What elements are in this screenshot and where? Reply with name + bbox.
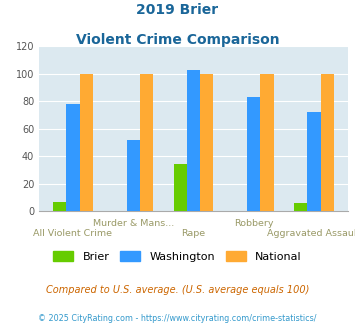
Bar [53,202,66,211]
Text: © 2025 CityRating.com - https://www.cityrating.com/crime-statistics/: © 2025 CityRating.com - https://www.city… [38,314,317,323]
Text: All Violent Crime: All Violent Crime [33,229,113,238]
Bar [294,203,307,211]
Bar [66,104,80,211]
Text: Rape: Rape [181,229,206,238]
Text: Violent Crime Comparison: Violent Crime Comparison [76,33,279,47]
Bar [260,74,274,211]
Bar [321,74,334,211]
Bar [140,74,153,211]
Bar [187,70,200,211]
Bar [174,164,187,211]
Bar [307,112,321,211]
Text: Aggravated Assault: Aggravated Assault [267,229,355,238]
Legend: Brier, Washington, National: Brier, Washington, National [50,248,305,266]
Text: 2019 Brier: 2019 Brier [136,3,219,17]
Text: Murder & Mans...: Murder & Mans... [93,219,174,228]
Bar [80,74,93,211]
Bar [247,97,260,211]
Text: Compared to U.S. average. (U.S. average equals 100): Compared to U.S. average. (U.S. average … [46,285,309,295]
Text: Robbery: Robbery [234,219,273,228]
Bar [127,140,140,211]
Bar [200,74,213,211]
